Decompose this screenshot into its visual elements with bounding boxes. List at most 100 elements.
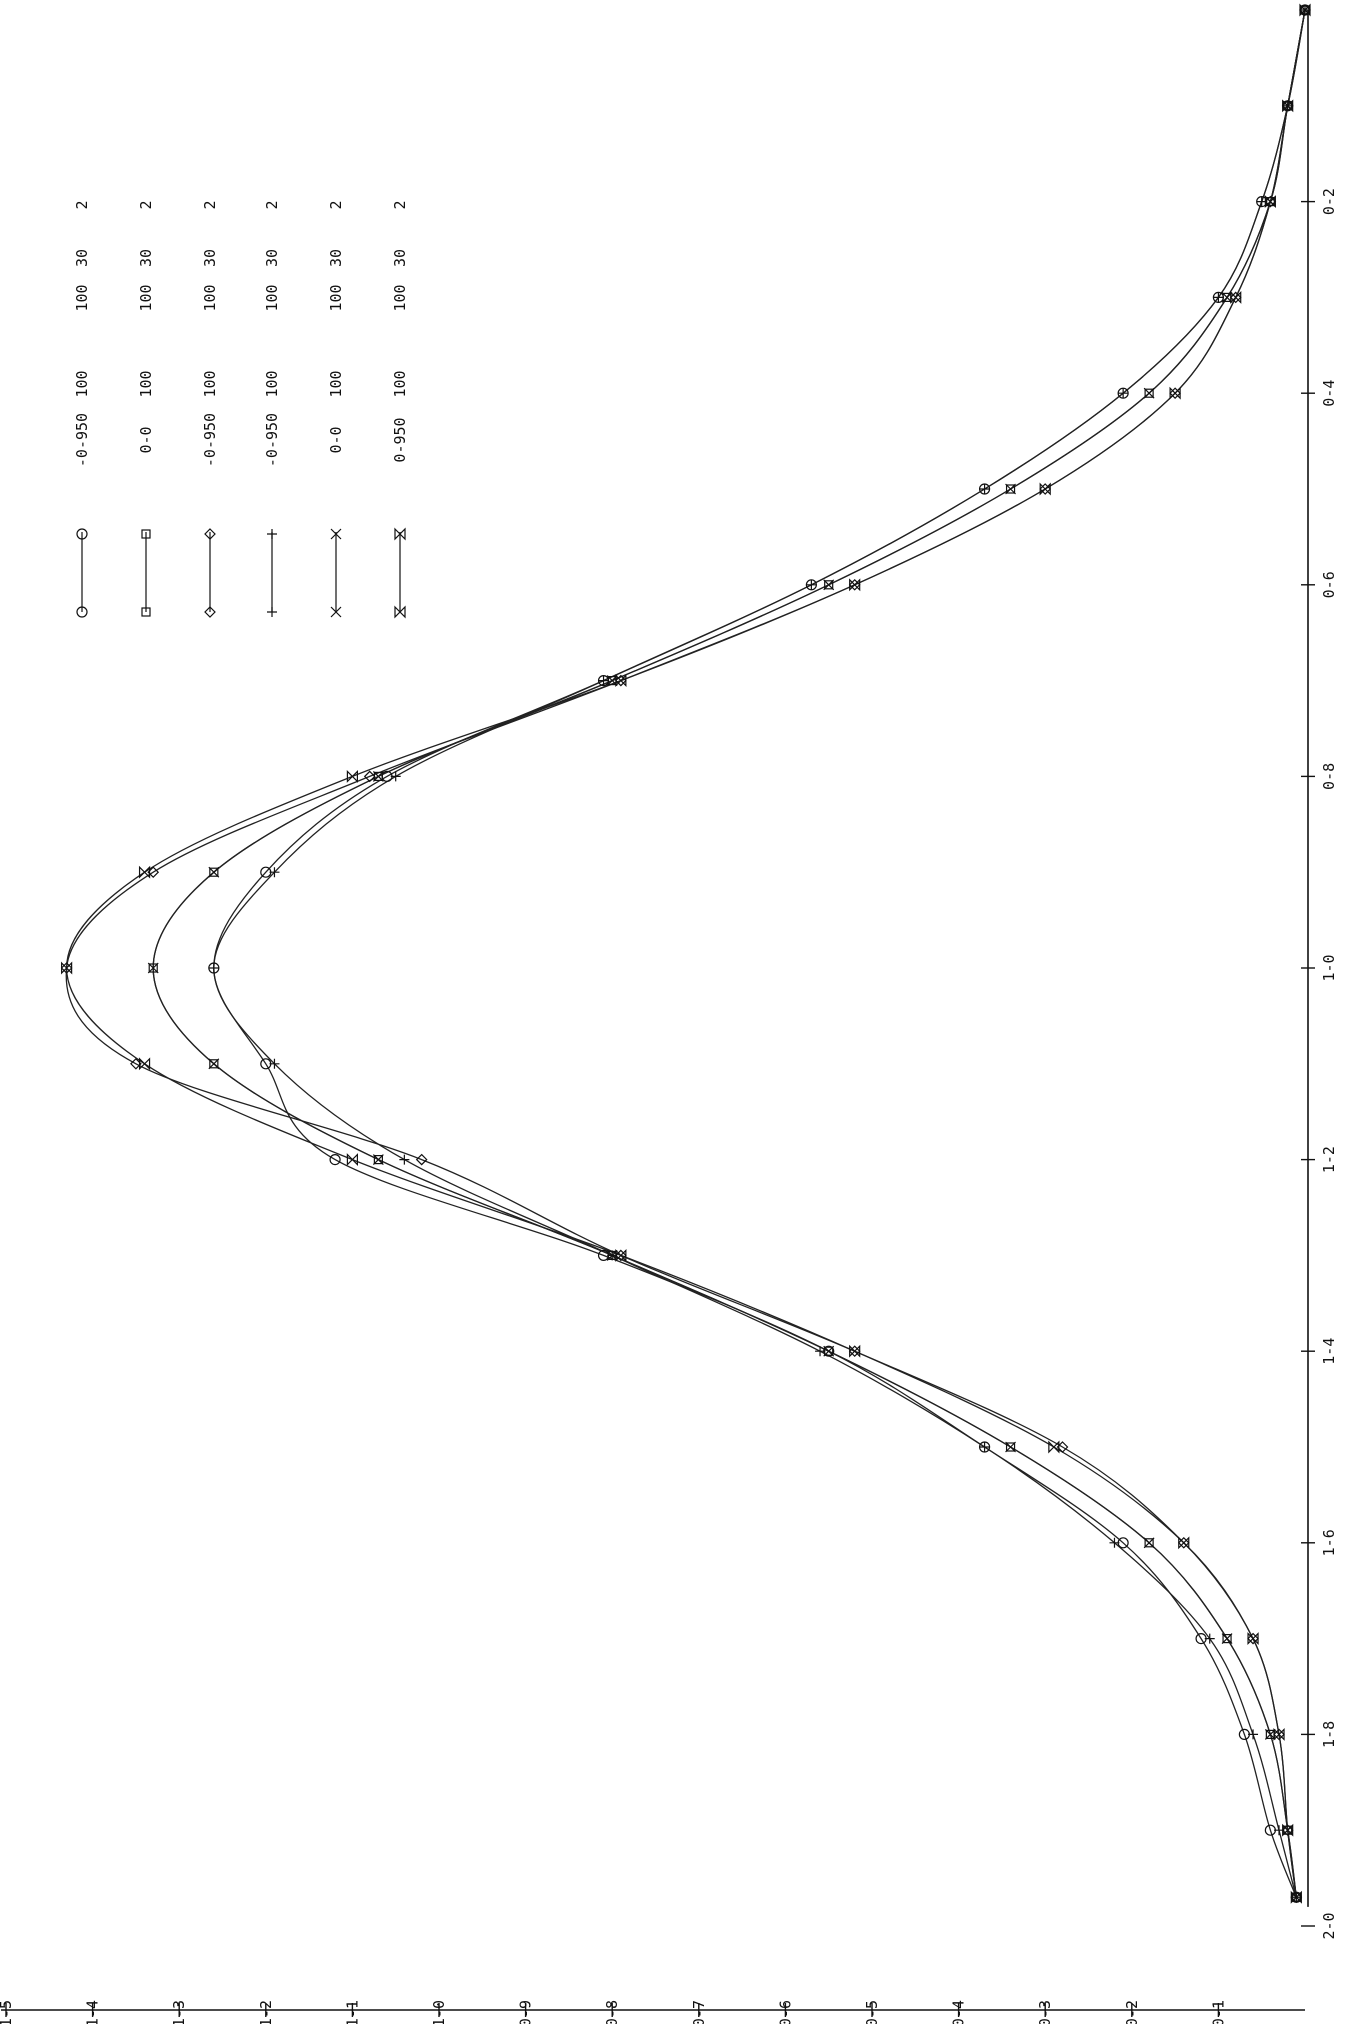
legend-marker-5	[330, 528, 342, 540]
series-3-point	[1039, 483, 1052, 495]
series-6-point	[1282, 99, 1294, 113]
series-6-point	[1290, 1890, 1302, 1904]
y-tick-label: 1-3	[170, 2000, 188, 2024]
series-5-point	[208, 866, 220, 878]
legend-entry-6-text: 30	[391, 249, 409, 267]
x-tick-label: 1-0	[1320, 954, 1338, 981]
legend-entry-1-text: 100	[73, 284, 91, 311]
series-3-point	[615, 674, 627, 687]
series-6-point	[1264, 195, 1276, 209]
legend-entry-3-text: -0-950	[201, 413, 219, 467]
legend-entry-6-text: 2	[391, 200, 409, 209]
series-1-point	[329, 1153, 341, 1166]
series-line-3	[65, 9, 1306, 1898]
series-6-point	[346, 1153, 358, 1167]
axes: 0-1 0-2 0-3 0-4 0-5 0-6 0-7 0-8 0-9 1-0 1-1 1-2 1-3 1…	[0, 10, 1338, 2024]
series-6-point	[1273, 1727, 1285, 1741]
legend-entry-5-text: 0-0	[327, 426, 345, 453]
series-6-point	[615, 1248, 627, 1262]
series-4-point	[208, 963, 219, 973]
legend-entry-4-text: -0-950	[263, 413, 281, 467]
legend-entry-2-text: 100	[137, 370, 155, 397]
series-4-point	[269, 1058, 280, 1069]
y-tick-label: 0-6	[776, 2000, 794, 2024]
series-2-point	[1222, 1633, 1232, 1644]
legend-entry-1-text: 30	[73, 249, 91, 267]
series-2-point	[373, 1154, 383, 1165]
legend-entry-2-text: 100	[137, 284, 155, 311]
series-3-point	[1247, 1632, 1259, 1645]
y-tick-label: 1-1	[343, 2000, 361, 2024]
legend-entry-1-text: 2	[73, 200, 91, 209]
series-4-point	[390, 771, 401, 782]
series-6-point	[1282, 1823, 1294, 1837]
legend-entry-1-text: 100	[73, 370, 91, 397]
legend-marker-4	[267, 529, 277, 539]
x-tick-label: 1-4	[1320, 1338, 1338, 1365]
series-6-point	[849, 1344, 861, 1358]
series-4-point	[979, 484, 990, 494]
y-tick-label: 1-5	[0, 2000, 15, 2024]
legend-entry-6-text: 100	[391, 370, 409, 397]
series-2-point	[1005, 484, 1016, 494]
series-4-point	[1213, 292, 1224, 303]
legend-entry-4-text: 30	[263, 249, 281, 267]
series-5-point	[1005, 1441, 1016, 1453]
legend-entry-5-text: 30	[327, 249, 345, 267]
series-2-point	[1144, 388, 1154, 398]
series-5-point	[823, 1345, 835, 1357]
x-tick-label: 1-6	[1320, 1529, 1338, 1556]
series-2-point	[148, 963, 158, 973]
series-5-point	[1221, 1633, 1233, 1645]
x-tick-label: 1-2	[1320, 1146, 1338, 1173]
legend-entry-3-text: 2	[201, 200, 219, 209]
series-4-point	[815, 1346, 826, 1357]
series-4-point	[1204, 1633, 1215, 1644]
x-tick-label: 0-8	[1320, 763, 1338, 790]
legend-entry-4-text: 100	[263, 284, 281, 311]
series-6-point	[849, 578, 861, 592]
y-tick-label: 1-2	[257, 2000, 275, 2024]
series-5-point	[147, 962, 159, 974]
series-6-point	[346, 769, 358, 783]
series-4-point	[1248, 1729, 1259, 1740]
y-tick-label: 0-4	[950, 2000, 968, 2024]
series-6-point	[1247, 1632, 1259, 1646]
series-5-point	[208, 1058, 220, 1070]
series-5-point	[1005, 483, 1016, 495]
legend-marker-3	[204, 606, 216, 618]
series-6-point	[61, 961, 73, 975]
y-tick-label: 0-8	[603, 2000, 621, 2024]
legend-marker-1	[76, 528, 88, 540]
legend-marker-4	[267, 607, 277, 617]
legend-entry-3-text: 100	[201, 284, 219, 311]
y-tick-label: 0-2	[1123, 2000, 1141, 2024]
series-6-point	[138, 1057, 151, 1071]
series-3-point	[848, 1345, 861, 1358]
series-5-point	[372, 1154, 384, 1166]
series-6-point	[615, 674, 627, 688]
series-4-point	[598, 675, 609, 686]
legend-marker-6	[394, 605, 406, 619]
legend-marker-5	[330, 606, 342, 618]
series-2-point	[209, 1059, 219, 1069]
legend-entry-5-text: 2	[327, 200, 345, 209]
series-line-2	[152, 9, 1306, 1898]
legend-marker-1	[76, 606, 88, 618]
legend: -0-950 100 100 30 2 0-0 100 100 30 2 -0-950 100 100 3…	[73, 200, 409, 619]
legend-entry-2-text: 0-0	[137, 426, 155, 453]
x-tick-label: 0-6	[1320, 571, 1338, 598]
legend-marker-2	[141, 607, 151, 617]
series-3-point	[615, 1249, 627, 1262]
series-2-point	[209, 867, 219, 877]
series-line-6	[65, 9, 1306, 1898]
series-4-point	[269, 867, 280, 878]
series-3-point	[363, 770, 376, 783]
y-tick-label: 0-3	[1036, 2000, 1054, 2024]
series-2-point	[1144, 1538, 1154, 1548]
series-6-point	[1039, 482, 1051, 496]
y-tick-label: 0-1	[1209, 2000, 1227, 2024]
series-6-point	[1230, 290, 1242, 304]
series-6-point	[1169, 386, 1181, 400]
legend-entry-2-text: 2	[137, 200, 155, 209]
